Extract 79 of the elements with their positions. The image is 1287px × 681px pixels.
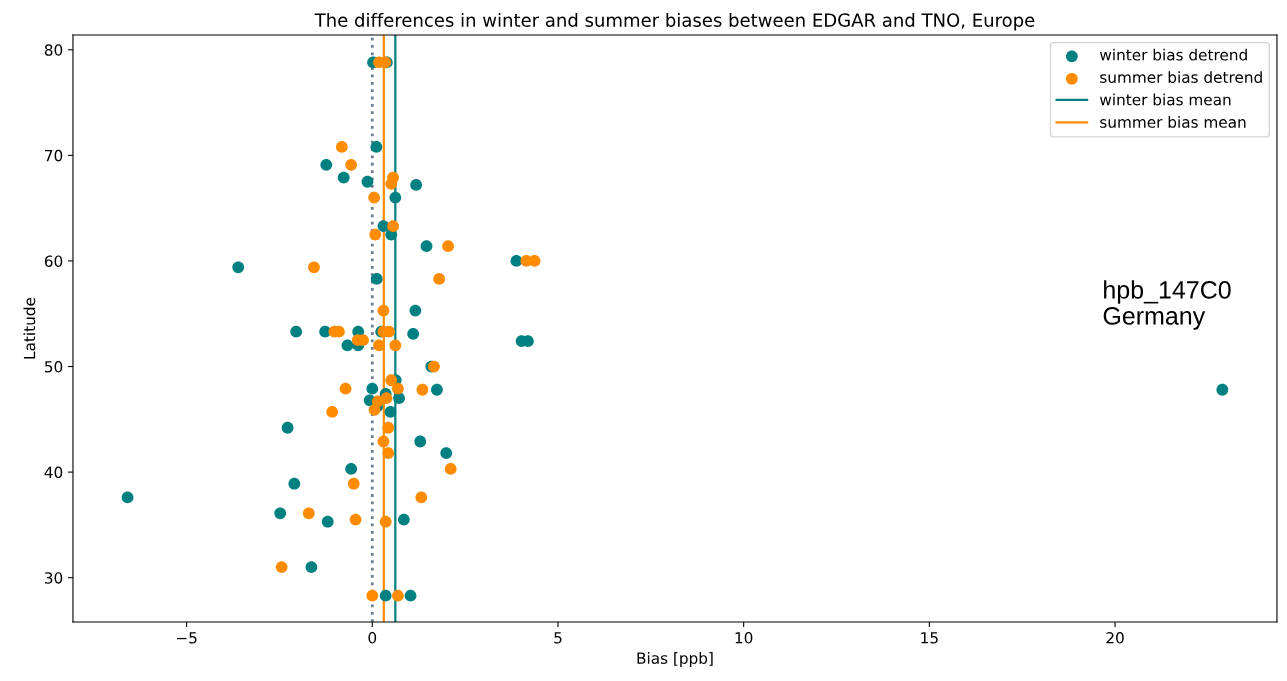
chart-title: The differences in winter and summer biases between EDGAR and TNO, Europe — [314, 12, 1035, 31]
point — [275, 561, 288, 574]
point — [345, 463, 358, 475]
x-tick-label: 10 — [735, 632, 753, 644]
y-tick-label: 80 — [44, 44, 63, 56]
point — [379, 589, 392, 602]
point — [384, 406, 397, 418]
point — [415, 491, 428, 504]
y-tick-label: 70 — [45, 149, 63, 162]
legend-label: winter bias mean — [1099, 93, 1231, 106]
point — [349, 513, 362, 526]
point — [382, 421, 395, 434]
point — [1216, 383, 1229, 396]
point — [392, 382, 404, 395]
y-tick-label: 50 — [44, 360, 63, 373]
point — [407, 327, 420, 340]
point — [232, 261, 245, 274]
point — [385, 374, 398, 387]
point — [366, 589, 379, 602]
point — [379, 515, 392, 528]
x-axis-title: Bias [ppb] — [637, 652, 713, 667]
x-tick-label: 0 — [368, 632, 377, 644]
point — [321, 515, 334, 528]
point — [308, 261, 320, 274]
point — [433, 273, 446, 285]
point — [369, 228, 382, 241]
point — [510, 255, 523, 267]
point — [339, 382, 352, 395]
point — [387, 220, 399, 232]
point — [361, 175, 374, 188]
annotation: hpb_147C0 Germany — [1103, 280, 1231, 330]
y-tick-label: 60 — [44, 255, 63, 267]
point — [302, 507, 315, 520]
point — [410, 179, 423, 191]
point — [373, 339, 385, 352]
point — [404, 589, 417, 602]
point — [444, 463, 457, 475]
point — [414, 435, 427, 448]
point — [389, 191, 402, 204]
point — [368, 191, 381, 204]
x-tick-label: 5 — [554, 632, 562, 644]
point — [274, 507, 287, 520]
point — [337, 171, 350, 184]
point — [366, 382, 379, 395]
legend-label: summer bias detrend — [1100, 71, 1262, 83]
point — [370, 141, 383, 153]
point — [335, 141, 348, 153]
point — [389, 339, 402, 352]
point — [392, 589, 404, 602]
point — [416, 383, 429, 396]
point — [377, 304, 390, 317]
point — [121, 491, 134, 504]
legend-label: winter bias detrend — [1099, 48, 1247, 61]
point — [409, 304, 422, 317]
point — [393, 392, 405, 405]
point — [281, 421, 294, 434]
point — [397, 513, 410, 526]
point — [377, 435, 390, 448]
x-tick-label: −5 — [176, 632, 197, 644]
point — [290, 325, 303, 338]
y-tick-label: 40 — [44, 466, 63, 479]
point — [326, 406, 339, 418]
point — [288, 477, 301, 490]
y-axis-title: Latitude — [23, 297, 36, 359]
point — [420, 240, 433, 253]
point — [305, 561, 318, 574]
x-tick-label: 20 — [1106, 632, 1124, 644]
point — [341, 339, 354, 352]
point — [320, 158, 333, 171]
point — [382, 447, 395, 459]
point — [442, 240, 454, 253]
point — [370, 273, 383, 285]
point — [345, 158, 358, 171]
point — [347, 477, 360, 490]
y-tick-label: 30 — [44, 572, 63, 584]
point — [440, 447, 453, 459]
legend-label: summer bias mean — [1100, 116, 1246, 128]
point — [431, 383, 443, 396]
x-tick-label: 15 — [921, 632, 938, 644]
